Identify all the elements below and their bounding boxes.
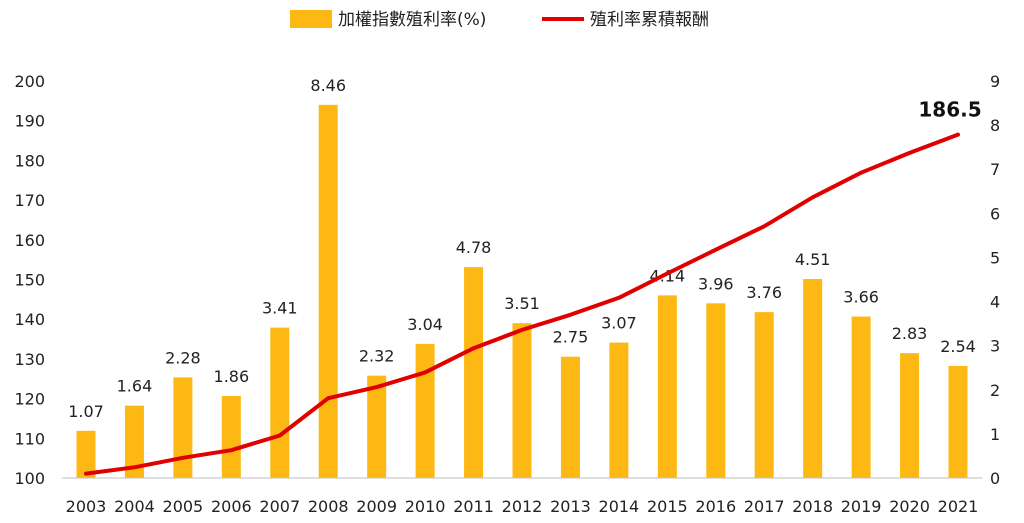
x-tick-label: 2007 [259, 497, 300, 516]
y-axis-right: 0 1 2 3 4 5 6 7 8 9 [990, 72, 1000, 488]
x-tick-label: 2015 [647, 497, 688, 516]
y-left-tick-label: 100 [14, 469, 45, 488]
bar [609, 342, 629, 478]
x-tick-label: 2017 [744, 497, 785, 516]
bar [754, 312, 774, 478]
y-right-tick-label: 1 [990, 425, 1000, 444]
bar-data-label: 4.78 [456, 238, 492, 257]
y-left-tick-label: 120 [14, 390, 45, 409]
bar [900, 353, 920, 478]
y-right-tick-label: 6 [990, 204, 1000, 223]
y-left-tick-label: 150 [14, 271, 45, 290]
bar-data-label: 2.54 [940, 337, 976, 356]
x-axis-labels: 2003 2004 2005 2006 2007 2008 2009 2010 2011 2012… [66, 497, 979, 516]
bar-data-label: 3.07 [601, 314, 637, 333]
y-right-tick-label: 2 [990, 381, 1000, 400]
bar [464, 267, 484, 478]
bar-data-label: 1.64 [117, 377, 153, 396]
y-left-tick-label: 180 [14, 151, 45, 170]
legend: 加權指數殖利率(%) 殖利率累積報酬 [290, 10, 709, 30]
y-left-tick-label: 140 [14, 310, 45, 329]
bar-data-label: 3.51 [504, 294, 540, 313]
bar [76, 430, 96, 478]
legend-line-label: 殖利率累積報酬 [590, 10, 709, 30]
bar [415, 343, 435, 478]
x-tick-label: 2019 [841, 497, 882, 516]
y-left-tick-label: 130 [14, 350, 45, 369]
x-tick-label: 2009 [356, 497, 397, 516]
y-right-tick-label: 3 [990, 337, 1000, 356]
x-tick-label: 2020 [889, 497, 930, 516]
bar-data-label: 3.76 [746, 283, 782, 302]
bar [803, 279, 823, 478]
bar [560, 356, 580, 478]
y-right-tick-label: 9 [990, 72, 1000, 91]
bar [221, 395, 241, 478]
y-left-tick-label: 110 [14, 429, 45, 448]
legend-bar-swatch [290, 10, 332, 28]
legend-bar-label: 加權指數殖利率(%) [338, 10, 486, 30]
bar-data-label: 1.86 [214, 367, 250, 386]
x-tick-label: 2013 [550, 497, 591, 516]
bar [124, 405, 144, 478]
y-right-tick-label: 0 [990, 469, 1000, 488]
bar-data-label: 3.96 [698, 274, 734, 293]
x-tick-label: 2014 [599, 497, 640, 516]
x-tick-label: 2011 [453, 497, 494, 516]
bar [706, 303, 726, 478]
bar-series [76, 104, 968, 478]
x-tick-label: 2003 [66, 497, 107, 516]
bar-data-label: 2.83 [892, 324, 928, 343]
bar-data-label: 3.41 [262, 299, 298, 318]
y-right-tick-label: 8 [990, 116, 1000, 135]
bar [367, 375, 387, 478]
bar-data-label: 3.04 [407, 315, 443, 334]
x-tick-label: 2021 [938, 497, 979, 516]
bar [270, 327, 290, 478]
bar-data-label: 2.75 [553, 328, 589, 347]
bar-data-label: 2.28 [165, 348, 201, 367]
x-tick-label: 2016 [695, 497, 736, 516]
bar [318, 104, 338, 478]
bar [851, 316, 871, 478]
y-left-tick-label: 190 [14, 112, 45, 131]
x-tick-label: 2018 [792, 497, 833, 516]
bar-data-label: 8.46 [310, 76, 346, 95]
y-left-tick-label: 170 [14, 191, 45, 210]
bar [657, 295, 677, 478]
y-right-tick-label: 5 [990, 248, 1000, 267]
bar-data-label: 3.66 [843, 288, 879, 307]
y-axis-left: 100 110 120 130 140 150 160 170 180 190 200 [14, 72, 45, 488]
last-value-label: 186.5 [918, 98, 981, 122]
x-tick-label: 2006 [211, 497, 252, 516]
bar-data-label: 1.07 [68, 402, 104, 421]
x-tick-label: 2008 [308, 497, 349, 516]
y-left-tick-label: 160 [14, 231, 45, 250]
bar [948, 365, 968, 478]
x-tick-label: 2005 [163, 497, 204, 516]
y-right-tick-label: 7 [990, 160, 1000, 179]
y-left-tick-label: 200 [14, 72, 45, 91]
x-tick-label: 2010 [405, 497, 446, 516]
x-tick-label: 2012 [502, 497, 543, 516]
bar [512, 323, 532, 478]
y-right-tick-label: 4 [990, 293, 1000, 312]
bar-data-label: 4.51 [795, 250, 831, 269]
x-tick-label: 2004 [114, 497, 155, 516]
bar-data-labels: 1.07 1.64 2.28 1.86 3.41 8.46 2.32 3.04 4.78 3.51… [68, 76, 976, 421]
bar-data-label: 2.32 [359, 347, 395, 366]
cumulative-return-line [84, 132, 960, 476]
bar [173, 377, 193, 478]
